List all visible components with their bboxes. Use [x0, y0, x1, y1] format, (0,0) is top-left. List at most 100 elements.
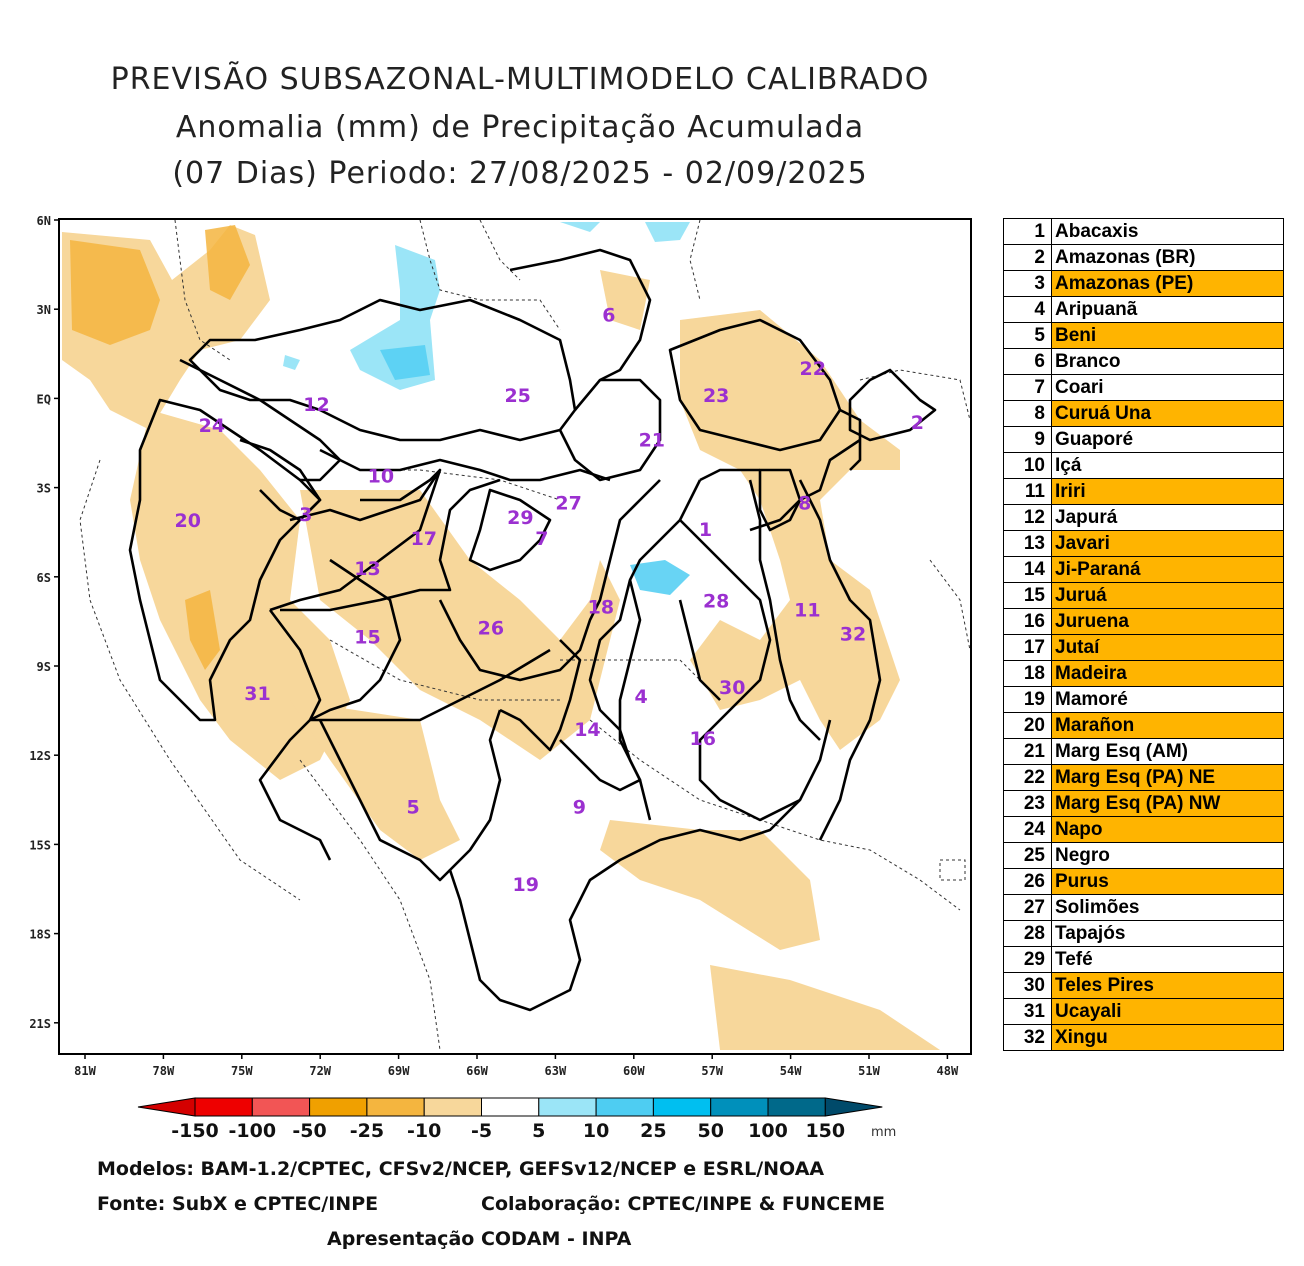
basin-row: 12 Japurá [1003, 504, 1284, 531]
lon-tick-label: 54W [780, 1064, 802, 1078]
wet-patch [645, 222, 690, 242]
lon-tick-label: 48W [937, 1064, 959, 1078]
basin-row: 15 Juruá [1003, 582, 1284, 609]
basin-number: 25 [1003, 842, 1052, 869]
basin-boundaries [128, 248, 937, 1012]
basin-number: 7 [1003, 374, 1052, 401]
lat-tick-label: 15S [29, 838, 51, 852]
region-label-22: 22 [800, 358, 826, 380]
region-label-32: 32 [840, 624, 866, 646]
anomaly-shading [62, 222, 940, 1050]
basin-name: Branco [1051, 348, 1284, 375]
basin-name: Solimões [1051, 894, 1284, 921]
basin-row: 11 Iriri [1003, 478, 1284, 505]
colorbar-min-arrow [137, 1097, 196, 1117]
colorbar-label: 100 [748, 1120, 788, 1142]
lon-tick-label: 78W [153, 1064, 175, 1078]
map-frame [58, 218, 972, 1055]
basin-row: 23 Marg Esq (PA) NW [1003, 790, 1284, 817]
region-label-26: 26 [478, 618, 504, 640]
region-label-18: 18 [588, 597, 614, 619]
basin-row: 20 Marañon [1003, 712, 1284, 739]
basin-number: 15 [1003, 582, 1052, 609]
basin-name: Purus [1051, 868, 1284, 895]
basin-name: Japurá [1051, 504, 1284, 531]
colorbar-max-arrow [824, 1097, 883, 1117]
lon-tick-label: 63W [545, 1064, 567, 1078]
colorbar-label: 25 [640, 1120, 666, 1142]
basin-number: 3 [1003, 270, 1052, 297]
colorbar-box [423, 1097, 483, 1117]
colorbar: -150 -100 -50 -25 -10 -5 5 10 25 50 100 150 mm [137, 1097, 896, 1142]
lon-tick-label: 75W [231, 1064, 253, 1078]
basin-name: Amazonas (BR) [1051, 244, 1284, 271]
dry-patch [205, 225, 250, 300]
basin-legend-table: 1 Abacaxis 2 Amazonas (BR) 3 Amazonas (PE) 4 Ar… [1003, 218, 1284, 1051]
colorbar-label: -100 [229, 1120, 277, 1142]
basin-name: Tefé [1051, 946, 1284, 973]
region-label-12: 12 [303, 394, 329, 416]
basin-row: 24 Napo [1003, 816, 1284, 843]
region-label-3: 3 [299, 504, 312, 526]
lat-tick-label: 21S [29, 1017, 51, 1031]
basin-row: 18 Madeira [1003, 660, 1284, 687]
basin-number: 21 [1003, 738, 1052, 765]
lon-tick-label: 51W [858, 1064, 880, 1078]
anomaly-map: 1234567891011121314151617181920212223242… [29, 214, 972, 1078]
colorbar-box [251, 1097, 311, 1117]
lat-tick-label: EQ [37, 392, 51, 406]
basin-name: Içá [1051, 452, 1284, 479]
region-label-10: 10 [368, 465, 394, 487]
basin-row: 13 Javari [1003, 530, 1284, 557]
dry-patch [300, 490, 620, 760]
basin-row: 29 Tefé [1003, 946, 1284, 973]
basin-name: Napo [1051, 816, 1284, 843]
basin-row: 9 Guaporé [1003, 426, 1284, 453]
lat-tick-label: 18S [29, 928, 51, 942]
basin-number: 32 [1003, 1024, 1052, 1051]
lat-tick-label: 9S [37, 660, 51, 674]
basin-number: 10 [1003, 452, 1052, 479]
colorbar-box [366, 1097, 425, 1117]
footer-presented: Apresentação CODAM - INPA [327, 1228, 632, 1250]
lon-tick-label: 60W [623, 1064, 645, 1078]
basin-number: 31 [1003, 998, 1052, 1025]
dry-patch [130, 410, 350, 780]
basin-number: 26 [1003, 868, 1052, 895]
region-label-15: 15 [354, 627, 380, 649]
basin-number: 24 [1003, 816, 1052, 843]
basin-row: 10 Içá [1003, 452, 1284, 479]
basin-row: 14 Ji-Paraná [1003, 556, 1284, 583]
colorbar-box [538, 1097, 597, 1117]
basin-row: 28 Tapajós [1003, 920, 1284, 947]
basin-number: 12 [1003, 504, 1052, 531]
title-line-1: PREVISÃO SUBSAZONAL-MULTIMODELO CALIBRAD… [110, 62, 930, 97]
wet-patch [283, 355, 300, 370]
basin-number: 23 [1003, 790, 1052, 817]
region-label-11: 11 [794, 600, 820, 622]
colorbar-label: -5 [471, 1120, 492, 1142]
region-label-8: 8 [798, 492, 811, 514]
region-label-31: 31 [244, 683, 270, 705]
region-label-24: 24 [199, 415, 225, 437]
colorbar-box [309, 1097, 368, 1117]
region-label-19: 19 [513, 874, 539, 896]
basin-name: Beni [1051, 322, 1284, 349]
basin-name: Xingu [1051, 1024, 1284, 1051]
basin-row: 22 Marg Esq (PA) NE [1003, 764, 1284, 791]
lat-tick-label: 3N [37, 303, 51, 317]
basin-number: 30 [1003, 972, 1052, 999]
colorbar-label: -50 [292, 1120, 326, 1142]
basin-row: 2 Amazonas (BR) [1003, 244, 1284, 271]
basin-number: 8 [1003, 400, 1052, 427]
title-line-3: (07 Dias) Periodo: 27/08/2025 - 02/09/20… [172, 156, 868, 191]
region-label-27: 27 [555, 492, 581, 514]
colorbar-unit: mm [871, 1125, 896, 1140]
region-label-25: 25 [504, 385, 530, 407]
footer-models: Modelos: BAM-1.2/CPTEC, CFSv2/NCEP, GEFS… [97, 1158, 825, 1180]
dry-patch [710, 965, 940, 1050]
colorbar-box [194, 1097, 253, 1117]
colorbar-box [481, 1097, 540, 1117]
basin-name: Marg Esq (PA) NE [1051, 764, 1284, 791]
basin-number: 4 [1003, 296, 1052, 323]
